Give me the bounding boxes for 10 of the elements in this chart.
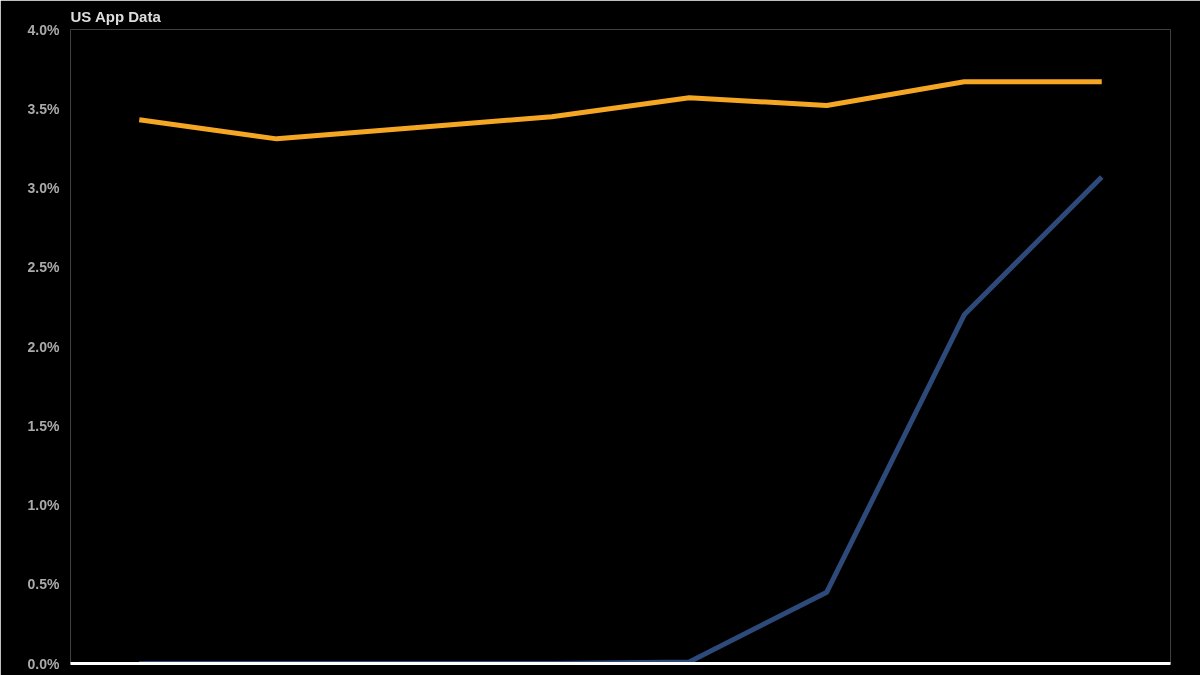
y-tick-label: 3.5%: [27, 100, 61, 117]
y-tick-label: 2.5%: [27, 259, 61, 276]
y-tick-label: 4.0%: [27, 21, 61, 38]
y-tick-label: 1.5%: [27, 417, 61, 434]
chart-title: US App Data: [70, 7, 162, 25]
y-tick-label: 2.0%: [27, 338, 61, 355]
y-tick-label: 3.0%: [27, 180, 61, 196]
y-tick-label: 1.0%: [27, 497, 61, 513]
y-tick-label: 0.0%: [27, 655, 61, 672]
y-tick-label: 0.5%: [27, 576, 61, 593]
